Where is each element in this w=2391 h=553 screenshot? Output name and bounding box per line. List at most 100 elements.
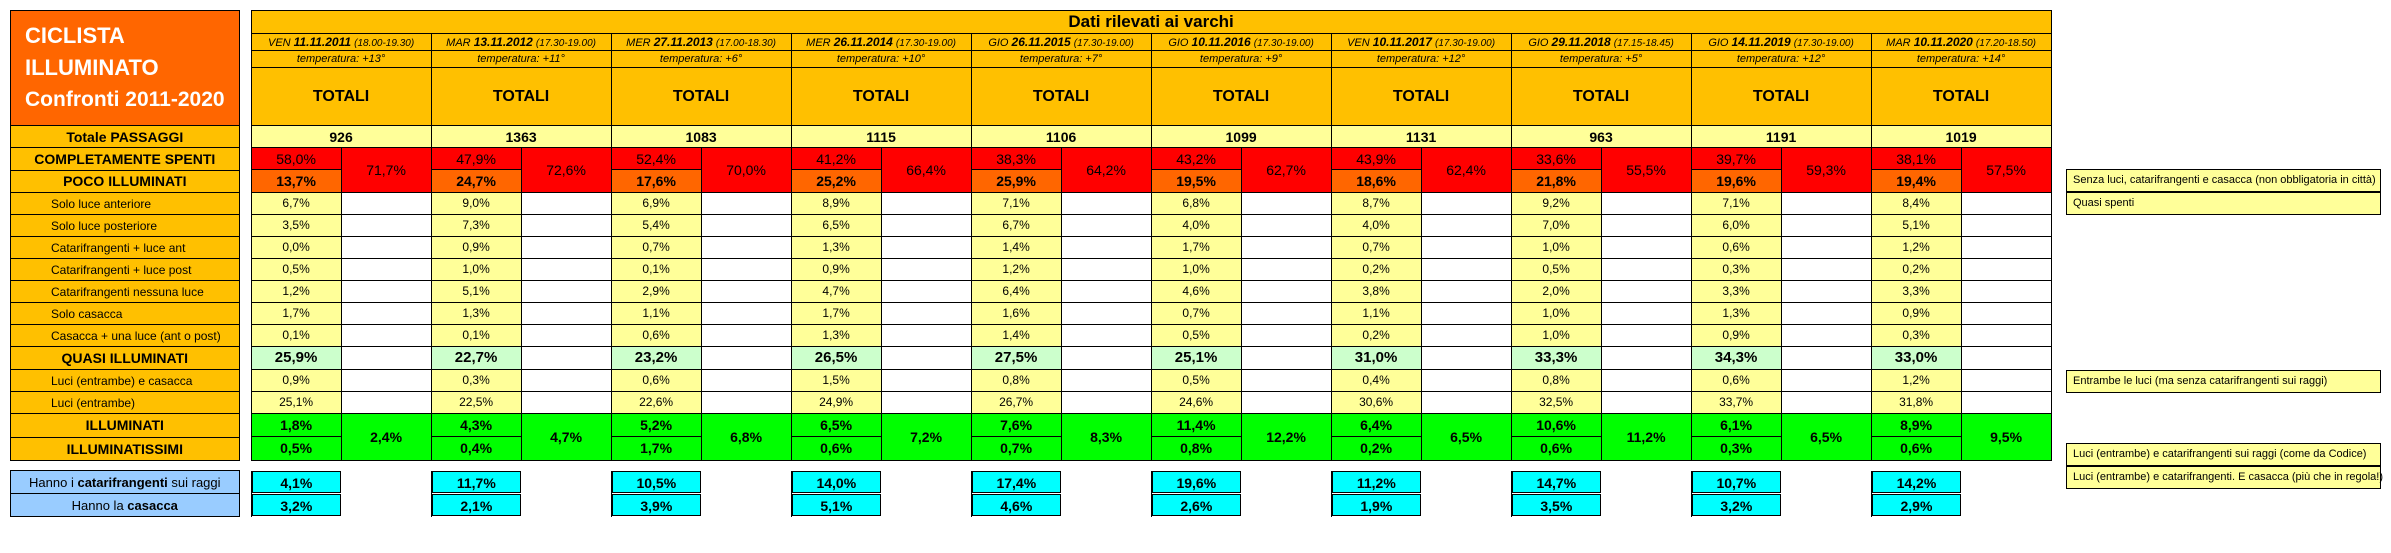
value-sub-6: 0,2% (1332, 325, 1422, 346)
label-sub-3: Catarifrangenti + luce post (10, 258, 240, 281)
value-passaggi: 1131 (1330, 125, 1512, 148)
value-passaggi: 1106 (970, 125, 1152, 148)
value-illumiss: 1,7% (612, 437, 701, 460)
column-time: (17.30-19.00) (1435, 38, 1496, 49)
column-date-value: 13.11.2012 (473, 35, 533, 49)
value-quasi: 33,0% (1870, 346, 2052, 370)
value-sub: 0,5% (1150, 324, 1332, 347)
value-sub-4: 4,6% (1152, 281, 1242, 302)
value-cata: 19,6% (1150, 470, 1332, 494)
value-sub-0: 8,4% (1872, 193, 1962, 214)
value-sub-0: 9,0% (432, 193, 522, 214)
value-sub: 1,1% (1330, 302, 1512, 325)
value-sub-3: 0,1% (612, 259, 702, 280)
table-row: QUASI ILLUMINATI 25,9% 22,7% 23,2% 26,5% 27,5… (10, 346, 2052, 370)
value-sub: 0,6% (610, 324, 792, 347)
value-sub-0: 6,8% (1152, 193, 1242, 214)
value-sub-3: 0,2% (1332, 259, 1422, 280)
value-spenti: 38,1% (1872, 148, 1961, 170)
totals-header: TOTALI (250, 67, 432, 126)
column-date: GIO 29.11.2018 (17.15-18.45) (1510, 33, 1692, 51)
column-day: VEN (267, 37, 291, 49)
value-spenti-poco-sum: 64,2% (1061, 148, 1151, 192)
column-date-value: 10.11.2017 (1372, 35, 1432, 49)
column-day: GIO (1528, 37, 1549, 49)
value-sub: 3,3% (1690, 280, 1872, 303)
value-sub-0: 6,7% (252, 193, 342, 214)
value-sub-0: 7,1% (972, 193, 1062, 214)
column-temperature: temperatura: +12° (1330, 50, 1512, 68)
value-sub-6: 1,4% (972, 325, 1062, 346)
note-poco: Quasi spenti (2066, 192, 2381, 215)
value-pair-green: 10,6% 0,6% 11,2% (1510, 413, 1692, 461)
value-luci: 32,5% (1510, 391, 1692, 414)
table-row: POCO ILLUMINATI (10, 169, 2052, 193)
value-sub: 6,7% (970, 214, 1152, 237)
table-row: VEN 11.11.2011 (18.00-19.30) MAR 13.11.20… (11, 33, 2052, 51)
totals-header: TOTALI (430, 67, 612, 126)
value-sub-3: 0,5% (1512, 259, 1602, 280)
table-row (11, 461, 2052, 471)
note-quasi: Entrambe le luci (ma senza catarifrangen… (2066, 370, 2381, 393)
value-sub: 4,0% (1150, 214, 1332, 237)
label-sub-4: Catarifrangenti nessuna luce (10, 280, 240, 303)
value-cata: 10,5% (612, 471, 702, 493)
value-sub: 0,0% (250, 236, 432, 259)
value-luci_cas: 1,2% (1870, 369, 2052, 392)
totals-header: TOTALI (790, 67, 972, 126)
table-row: Hanno i catarifrangenti sui raggi 4,1% 11,… (10, 470, 2052, 494)
column-date: MAR 10.11.2020 (17.20-18.50) (1870, 33, 2052, 51)
value-sub-2: 0,6% (1692, 237, 1782, 258)
value-passaggi: 1083 (610, 125, 792, 148)
value-cata: 4,1% (250, 470, 432, 494)
value-sub-1: 5,4% (612, 215, 702, 236)
value-luci: 22,6% (610, 391, 792, 414)
value-luci: 24,9% (790, 391, 972, 414)
value-poco: 19,5% (1152, 170, 1241, 192)
value-spenti-poco-sum: 55,5% (1601, 148, 1691, 192)
value-sub-3: 1,0% (432, 259, 522, 280)
value-sub-2: 0,9% (432, 237, 522, 258)
value-luci_cas: 0,4% (1332, 370, 1422, 391)
value-luci_cas: 0,4% (1330, 369, 1512, 392)
value-illumiss: 0,6% (1872, 437, 1961, 460)
value-luci_cas: 1,5% (790, 369, 972, 392)
label-spenti: COMPLETAMENTE SPENTI (10, 147, 240, 171)
value-sub: 6,0% (1690, 214, 1872, 237)
value-sub: 7,1% (1690, 192, 1872, 215)
value-sub: 1,0% (1510, 324, 1692, 347)
column-temperature: temperatura: +7° (970, 50, 1152, 68)
value-sub: 1,7% (1150, 236, 1332, 259)
value-cata: 10,5% (610, 470, 792, 494)
value-spenti: 33,6% (1512, 148, 1601, 170)
spacer (239, 259, 251, 281)
value-sub: 1,3% (1690, 302, 1872, 325)
value-casacca: 1,9% (1332, 494, 1422, 516)
column-time: (17.15-18.45) (1613, 38, 1674, 49)
value-luci: 25,1% (250, 391, 432, 414)
value-spenti-poco-sum: 62,4% (1421, 148, 1511, 192)
value-casacca: 3,2% (1692, 494, 1782, 516)
table-row: Luci (entrambe) 25,1% 22,5% 22,6% 24,9% 26,7%… (10, 391, 2052, 414)
value-cata: 11,7% (432, 471, 522, 493)
value-spenti: 47,9% (432, 148, 521, 170)
value-sub-5: 1,0% (1512, 303, 1602, 324)
totals-header: TOTALI (1150, 67, 1332, 126)
column-time: (17.30-19.00) (1073, 38, 1134, 49)
value-poco: 25,9% (972, 170, 1061, 192)
table-row: COMPLETAMENTE SPENTI 58,0% 13,7% 71,7% 47,9%… (10, 147, 2052, 193)
value-sub: 2,9% (610, 280, 792, 303)
value-illum-sum: 6,5% (1781, 414, 1871, 460)
value-sub-3: 1,2% (972, 259, 1062, 280)
column-day: GIO (1708, 37, 1729, 49)
label-casacca: Hanno la casacca (10, 493, 240, 517)
value-luci_cas: 0,5% (1152, 370, 1242, 391)
value-illum-sum: 9,5% (1961, 414, 2051, 460)
value-illum: 11,4% (1152, 414, 1241, 437)
value-casacca: 4,6% (970, 493, 1152, 517)
value-quasi: 25,1% (1152, 347, 1242, 369)
value-quasi: 23,2% (612, 347, 702, 369)
column-temperature: temperatura: +13° (250, 50, 432, 68)
value-luci_cas: 0,3% (430, 369, 612, 392)
value-quasi: 31,0% (1332, 347, 1422, 369)
